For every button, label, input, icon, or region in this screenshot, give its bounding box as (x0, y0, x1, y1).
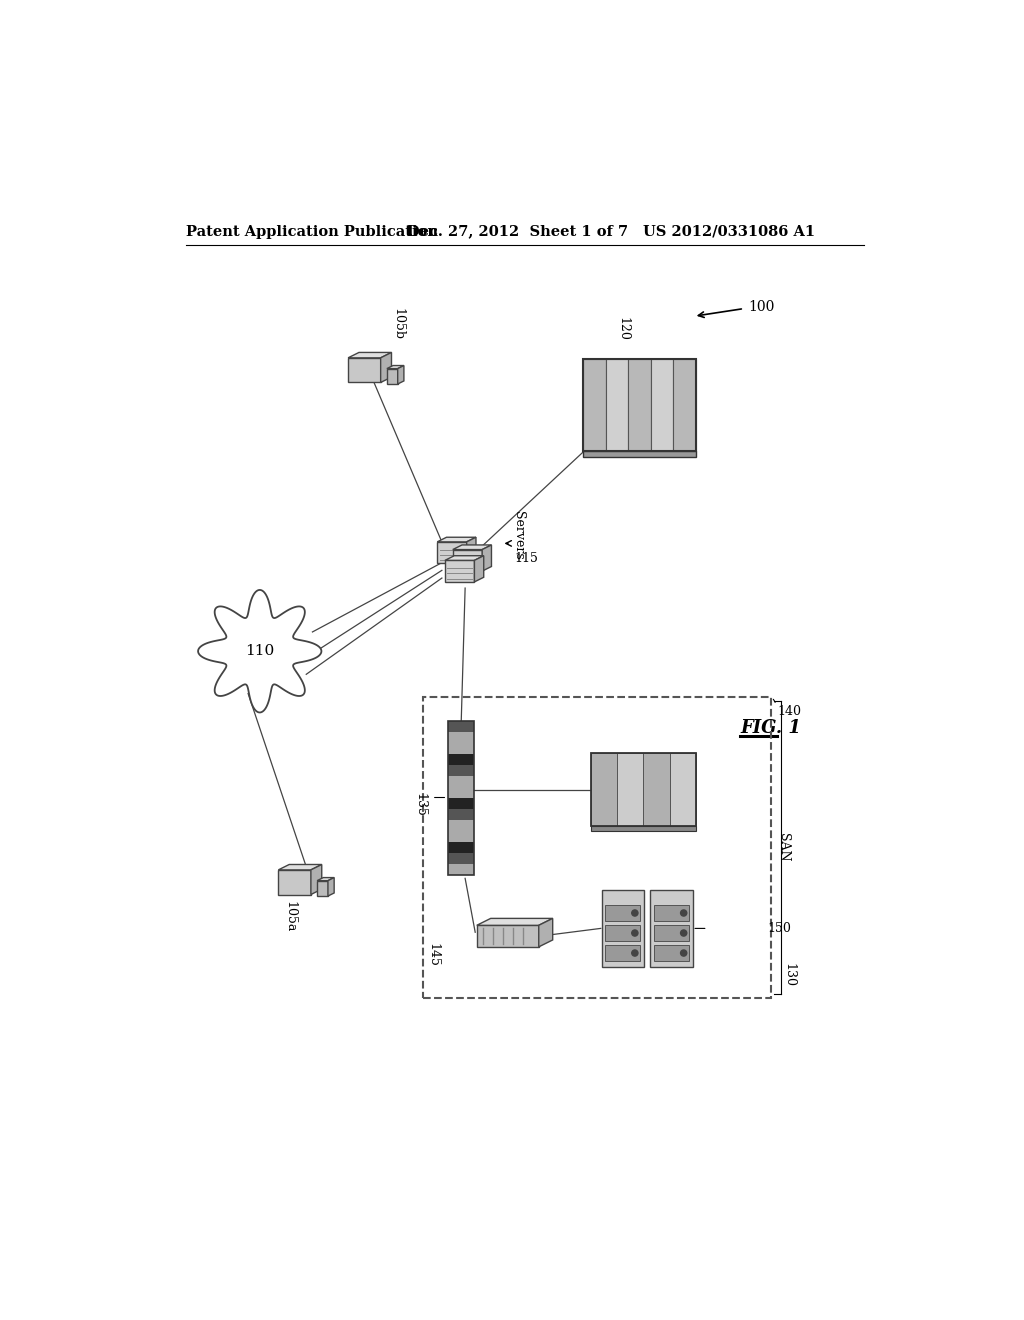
Text: 150: 150 (767, 921, 792, 935)
Bar (477, 925, 539, 946)
Polygon shape (348, 352, 391, 358)
Circle shape (681, 929, 687, 936)
Bar (654, 925, 689, 941)
Bar (643, 754, 670, 826)
Circle shape (681, 909, 687, 916)
Text: Servers: Servers (512, 511, 524, 560)
Circle shape (632, 929, 638, 936)
Polygon shape (453, 545, 492, 549)
Polygon shape (474, 556, 483, 582)
Text: 105a: 105a (283, 902, 296, 932)
Bar (387, 368, 397, 384)
Circle shape (681, 950, 687, 956)
Bar (449, 830, 474, 842)
Bar (673, 359, 695, 451)
Text: 130: 130 (783, 962, 796, 986)
Bar (654, 906, 689, 921)
Polygon shape (437, 537, 476, 543)
Polygon shape (311, 865, 322, 895)
Polygon shape (445, 556, 483, 561)
Bar (629, 359, 650, 451)
Text: 140: 140 (777, 705, 802, 718)
Bar (449, 721, 474, 875)
Bar (279, 870, 311, 895)
Bar (605, 906, 640, 921)
Text: 105b: 105b (391, 308, 404, 341)
Bar (449, 863, 474, 875)
Bar (617, 754, 643, 826)
Bar (650, 890, 693, 966)
Bar (605, 925, 640, 941)
Polygon shape (539, 919, 553, 946)
Bar (591, 754, 695, 826)
Bar (317, 880, 328, 896)
Bar (605, 945, 640, 961)
Text: 100: 100 (748, 300, 774, 314)
Circle shape (632, 950, 638, 956)
Text: 120: 120 (616, 317, 630, 342)
Polygon shape (397, 366, 403, 384)
Bar (449, 820, 474, 830)
Bar (423, 697, 771, 998)
Text: 115: 115 (514, 552, 538, 565)
Bar (449, 731, 474, 742)
Polygon shape (467, 537, 476, 564)
Circle shape (632, 909, 638, 916)
Text: FIG. 1: FIG. 1 (740, 719, 801, 737)
Bar (449, 721, 474, 731)
Bar (449, 787, 474, 797)
Bar (437, 543, 467, 564)
Bar (584, 359, 606, 451)
Bar (445, 561, 474, 582)
Bar (584, 451, 695, 457)
Bar (584, 359, 695, 451)
Bar (654, 945, 689, 961)
Bar (449, 776, 474, 787)
Bar (348, 358, 381, 383)
Bar (670, 754, 695, 826)
Bar (449, 842, 474, 853)
Bar (591, 754, 617, 826)
Bar (650, 359, 673, 451)
Bar (449, 853, 474, 863)
Bar (606, 359, 629, 451)
Bar (449, 797, 474, 808)
Text: SAN: SAN (777, 833, 791, 862)
Polygon shape (381, 352, 391, 383)
Polygon shape (482, 545, 492, 572)
Bar (449, 754, 474, 764)
Text: US 2012/0331086 A1: US 2012/0331086 A1 (643, 224, 815, 239)
Polygon shape (198, 590, 322, 713)
Polygon shape (328, 878, 334, 896)
Bar (453, 549, 482, 572)
Polygon shape (317, 878, 334, 880)
Polygon shape (387, 366, 403, 368)
Bar (591, 826, 695, 832)
Bar (449, 743, 474, 754)
Bar (449, 808, 474, 820)
Text: Patent Application Publication: Patent Application Publication (186, 224, 438, 239)
Bar (449, 764, 474, 776)
Text: 145: 145 (426, 944, 439, 968)
Text: 135: 135 (414, 793, 426, 817)
Polygon shape (477, 919, 553, 925)
Bar (601, 890, 644, 966)
Polygon shape (279, 865, 322, 870)
Text: 110: 110 (245, 644, 274, 659)
Text: Dec. 27, 2012  Sheet 1 of 7: Dec. 27, 2012 Sheet 1 of 7 (407, 224, 628, 239)
